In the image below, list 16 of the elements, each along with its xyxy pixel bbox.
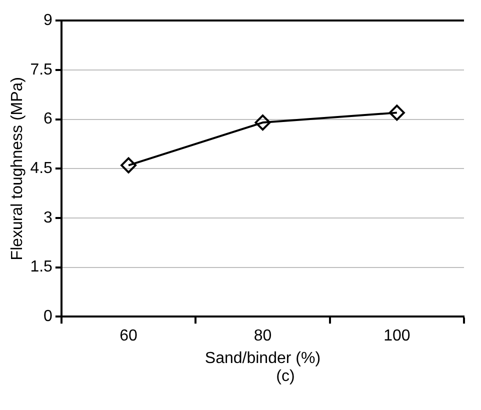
y-tick-label: 1.5 [30, 258, 53, 276]
y-tick-label: 4.5 [30, 160, 53, 178]
x-axis-title: Sand/binder (%) [204, 350, 321, 367]
y-tick-label: 3 [44, 209, 53, 226]
text: (c) [275, 368, 296, 386]
x-tick-label: 80 [254, 328, 272, 345]
point [388, 104, 405, 121]
y-tick-label: 7.5 [30, 61, 53, 78]
x-tick-label: 60 [120, 328, 138, 345]
y-tick-label: 0 [44, 308, 53, 326]
y-tick-label: 9 [44, 12, 53, 30]
point [120, 157, 137, 174]
x-tick-label: 100 [384, 328, 410, 345]
point [254, 114, 271, 131]
y-axis-title: Flexural toughness (MPa) [9, 77, 26, 260]
y-tick-label: 6 [44, 110, 53, 128]
